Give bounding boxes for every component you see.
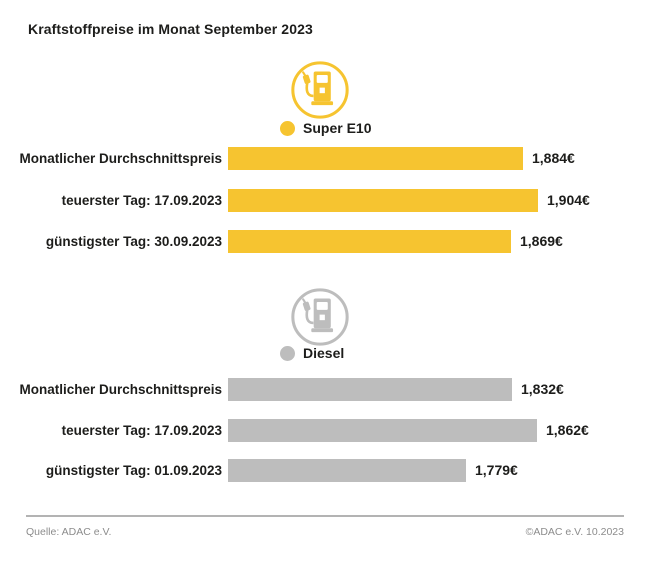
bar [228,378,512,401]
legend-label: Diesel [303,345,345,361]
bar-row: teuerster Tag: 17.09.2023 1,862€ [0,419,650,442]
legend-label: Super E10 [303,120,372,136]
bar-label: günstigster Tag: 30.09.2023 [45,234,222,249]
bar-label: teuerster Tag: 17.09.2023 [61,423,222,438]
bar [228,230,511,253]
bar [228,459,466,482]
footer-divider [26,515,624,517]
bar-row: teuerster Tag: 17.09.2023 1,904€ [0,189,650,212]
bar [228,189,538,212]
fuel-pump-icon [291,61,349,119]
bar [228,147,523,170]
bar-value-label: 1,832€ [521,381,564,397]
diesel-dot-icon [280,345,295,361]
bar-row: günstigster Tag: 01.09.2023 1,779€ [0,459,650,482]
legend-super-e10: Super E10 [280,120,371,136]
legend-diesel: Diesel [280,345,344,361]
bar-row: Monatlicher Durchschnittspreis 1,832€ [0,378,650,401]
bar-row: günstigster Tag: 30.09.2023 1,869€ [0,230,650,253]
fuel-pump-icon [291,288,349,346]
bar-label: günstigster Tag: 01.09.2023 [45,463,222,478]
chart-title: Kraftstoffpreise im Monat September 2023 [28,21,313,37]
bar-label: Monatlicher Durchschnittspreis [19,151,222,166]
bar [228,419,537,442]
bar-row: Monatlicher Durchschnittspreis 1,884€ [0,147,650,170]
bar-value-label: 1,779€ [475,462,518,478]
bar-value-label: 1,904€ [547,192,590,208]
source-note: Quelle: ADAC e.V. [26,526,112,538]
super-e10-dot-icon [280,120,295,136]
copyright-note: ©ADAC e.V. 10.2023 [525,526,624,538]
bar-value-label: 1,869€ [520,233,563,249]
bar-label: Monatlicher Durchschnittspreis [19,382,222,397]
bar-value-label: 1,862€ [546,422,589,438]
bar-label: teuerster Tag: 17.09.2023 [61,193,222,208]
bar-value-label: 1,884€ [532,150,575,166]
